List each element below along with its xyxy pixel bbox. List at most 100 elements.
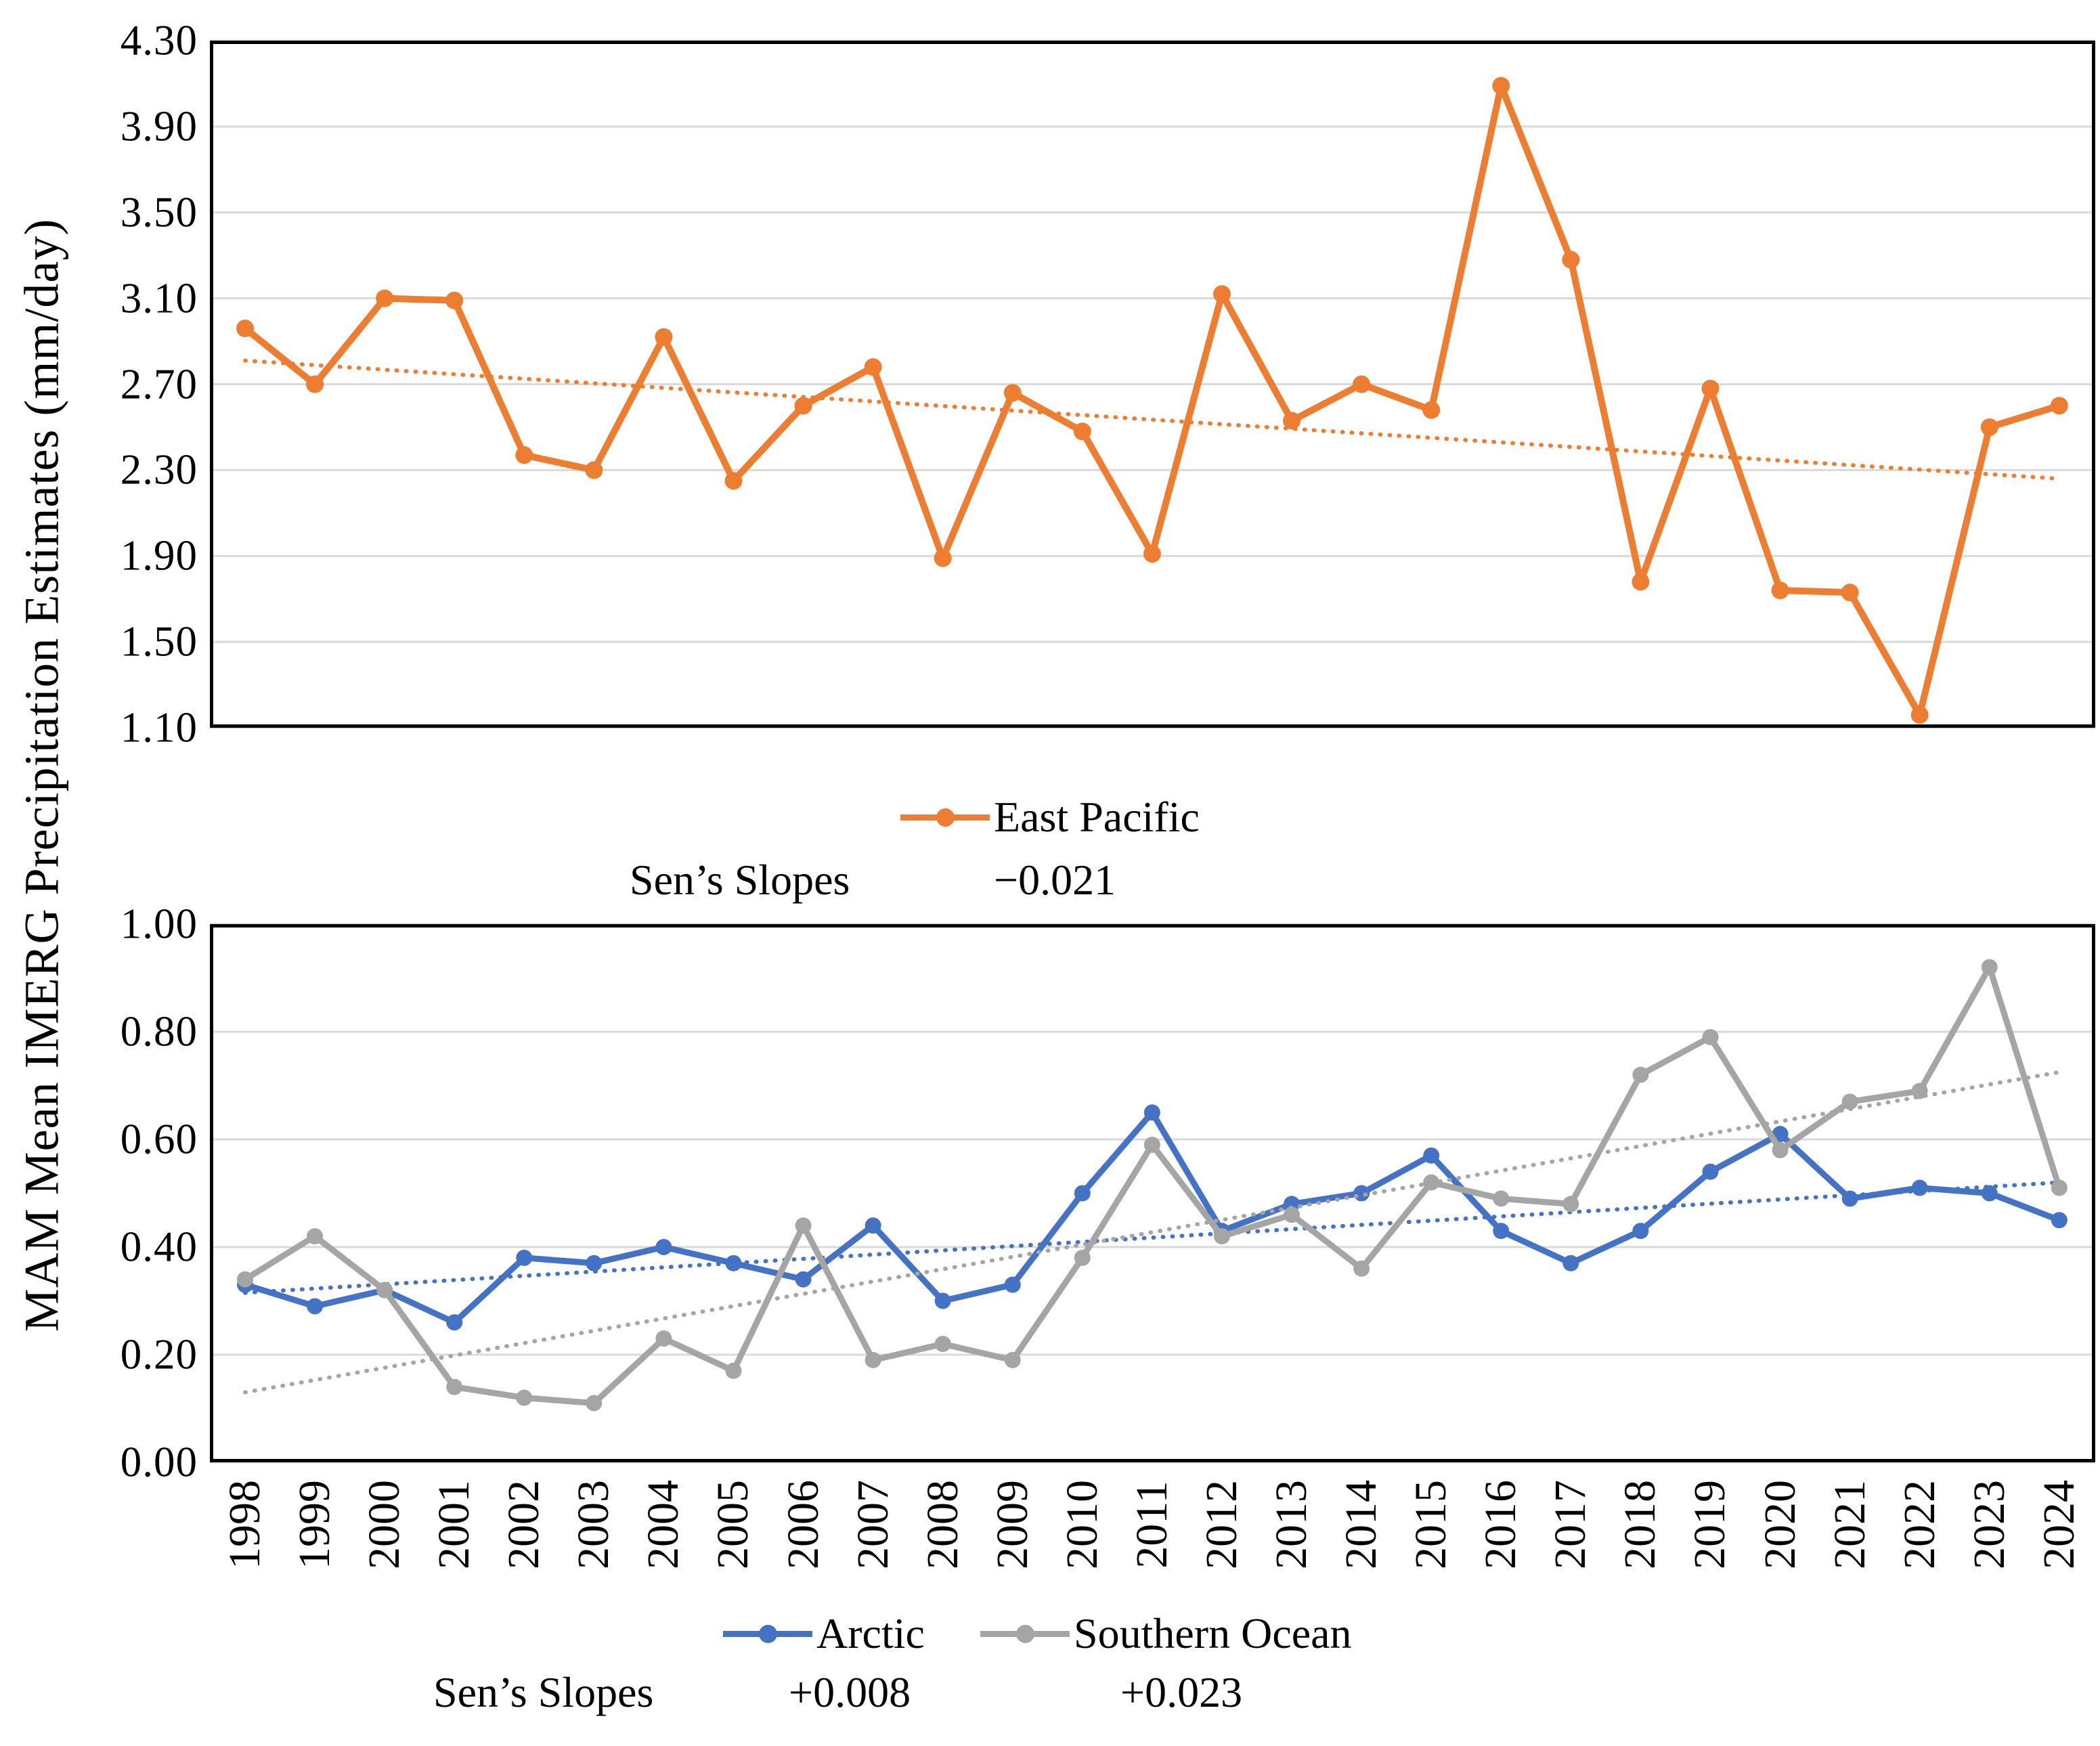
x-tick-label-2004: 2004 — [638, 1480, 688, 1569]
x-tick-label-2003: 2003 — [569, 1480, 619, 1569]
east-pacific-point-2018 — [1632, 573, 1650, 591]
southern-ocean-point-2001 — [446, 1378, 463, 1395]
y-tick-label: 3.90 — [120, 102, 198, 150]
arctic-point-2003 — [586, 1254, 603, 1271]
legend-southern-ocean-label: Southern Ocean — [1074, 1609, 1352, 1657]
southern-ocean-point-2022 — [1911, 1083, 1928, 1099]
x-tick-label-2023: 2023 — [1964, 1480, 2014, 1569]
arctic-point-2011 — [1143, 1104, 1160, 1121]
east-pacific-point-2013 — [1283, 412, 1301, 430]
east-pacific-point-2004 — [655, 328, 673, 346]
x-tick-label-2008: 2008 — [917, 1480, 967, 1569]
southern-ocean-point-2019 — [1702, 1028, 1719, 1045]
east-pacific-point-2021 — [1841, 584, 1859, 602]
y-tick-label: 1.10 — [120, 703, 198, 751]
arctic-point-1999 — [307, 1298, 324, 1315]
y-tick-label: 4.30 — [120, 16, 198, 64]
southern-ocean-point-2023 — [1981, 959, 1998, 976]
arctic-point-2002 — [516, 1249, 533, 1266]
legend-arctic: Arctic — [723, 1610, 925, 1657]
southern-ocean-point-2024 — [2051, 1179, 2068, 1196]
x-tick-label-2020: 2020 — [1755, 1480, 1805, 1569]
y-tick-label: 0.40 — [120, 1223, 198, 1271]
top-chart-plot — [210, 39, 2095, 729]
east-pacific-point-2016 — [1492, 77, 1510, 95]
southern-ocean-point-2018 — [1632, 1066, 1649, 1083]
east-pacific-point-2020 — [1771, 582, 1789, 599]
arctic-legend-marker-icon — [723, 1610, 812, 1657]
arctic-point-2005 — [725, 1254, 742, 1271]
southern-ocean-point-2017 — [1562, 1196, 1579, 1213]
y-tick-label: 0.00 — [120, 1438, 198, 1486]
sens-slope-value-southern-ocean: +0.023 — [1120, 1668, 1243, 1716]
arctic-point-2007 — [865, 1217, 881, 1234]
x-tick-label-2013: 2013 — [1267, 1480, 1317, 1569]
east-pacific-point-2019 — [1701, 379, 1720, 397]
east-pacific-point-2000 — [376, 289, 394, 307]
legend-east-pacific-label: East Pacific — [994, 793, 1200, 841]
x-tick-label-2001: 2001 — [429, 1480, 479, 1569]
east-pacific-point-2017 — [1562, 250, 1580, 269]
southern-ocean-point-2003 — [586, 1395, 603, 1412]
southern-ocean-point-2008 — [934, 1336, 951, 1353]
southern-ocean-point-2021 — [1841, 1093, 1858, 1110]
southern-ocean-point-2010 — [1074, 1249, 1091, 1266]
arctic-point-2015 — [1423, 1147, 1440, 1164]
east-pacific-point-2023 — [1980, 418, 1998, 436]
y-tick-label: 0.80 — [120, 1007, 198, 1055]
east-pacific-point-2022 — [1910, 705, 1929, 724]
gridlines — [210, 923, 2095, 1464]
x-tick-label-2000: 2000 — [359, 1480, 410, 1569]
y-tick-label: 1.50 — [120, 617, 198, 665]
southern-ocean-point-2002 — [516, 1389, 533, 1406]
y-tick-label: 3.10 — [120, 274, 198, 322]
arctic-point-2018 — [1632, 1223, 1649, 1240]
east-pacific-point-2006 — [794, 397, 812, 415]
x-tick-label-2010: 2010 — [1057, 1480, 1107, 1569]
sens-slopes-label-top: Sen’s Slopes — [630, 856, 850, 904]
y-tick-label: 1.00 — [120, 900, 198, 948]
legend-arctic-label: Arctic — [816, 1609, 925, 1657]
east-pacific-point-2015 — [1422, 401, 1441, 419]
x-tick-label-2021: 2021 — [1824, 1480, 1875, 1569]
legend-southern-ocean: Southern Ocean — [980, 1610, 1352, 1657]
x-tick-label-2016: 2016 — [1476, 1480, 1526, 1569]
east-pacific-markers — [236, 77, 2068, 724]
plot-border — [210, 41, 2095, 728]
y-tick-label: 1.90 — [120, 531, 198, 580]
southern-ocean-point-2006 — [795, 1217, 812, 1234]
sens-slopes-label-bottom: Sen’s Slopes — [433, 1668, 654, 1716]
y-tick-label: 3.50 — [120, 188, 198, 236]
arctic-point-2001 — [446, 1314, 463, 1331]
x-tick-label-2022: 2022 — [1894, 1480, 1944, 1569]
x-tick-label-2014: 2014 — [1336, 1480, 1386, 1569]
x-tick-label-2009: 2009 — [987, 1480, 1037, 1569]
arctic-point-2024 — [2051, 1212, 2068, 1229]
east-pacific-point-1998 — [236, 320, 254, 338]
arctic-point-2004 — [655, 1239, 672, 1255]
sens-slope-value-arctic: +0.008 — [789, 1668, 911, 1716]
southern-ocean-point-2007 — [865, 1351, 881, 1368]
sens-slope-value-east-pacific: −0.021 — [994, 856, 1116, 904]
southern-ocean-point-2020 — [1772, 1141, 1789, 1158]
x-tick-label-1999: 1999 — [290, 1480, 340, 1569]
plot-border — [210, 924, 2095, 1462]
east-pacific-legend-marker-icon — [900, 793, 990, 841]
x-tick-label-2006: 2006 — [778, 1480, 828, 1569]
east-pacific-point-1999 — [306, 375, 324, 393]
bottom-chart-plot — [210, 923, 2095, 1464]
x-tick-label-2005: 2005 — [708, 1480, 758, 1569]
southern-ocean-point-2012 — [1213, 1228, 1230, 1245]
southern-ocean-point-2004 — [655, 1330, 672, 1347]
southern-ocean-legend-marker-icon — [980, 1610, 1070, 1657]
southern-ocean-point-2011 — [1143, 1136, 1160, 1153]
x-tick-label-2011: 2011 — [1126, 1481, 1177, 1569]
y-tick-label: 0.20 — [120, 1330, 198, 1378]
arctic-point-2019 — [1702, 1163, 1719, 1180]
southern-ocean-trendline — [243, 1070, 2061, 1395]
y-tick-label: 0.60 — [120, 1115, 198, 1163]
arctic-point-2009 — [1004, 1276, 1021, 1293]
arctic-point-2006 — [795, 1271, 812, 1288]
legend-east-pacific: East Pacific — [900, 793, 1200, 841]
